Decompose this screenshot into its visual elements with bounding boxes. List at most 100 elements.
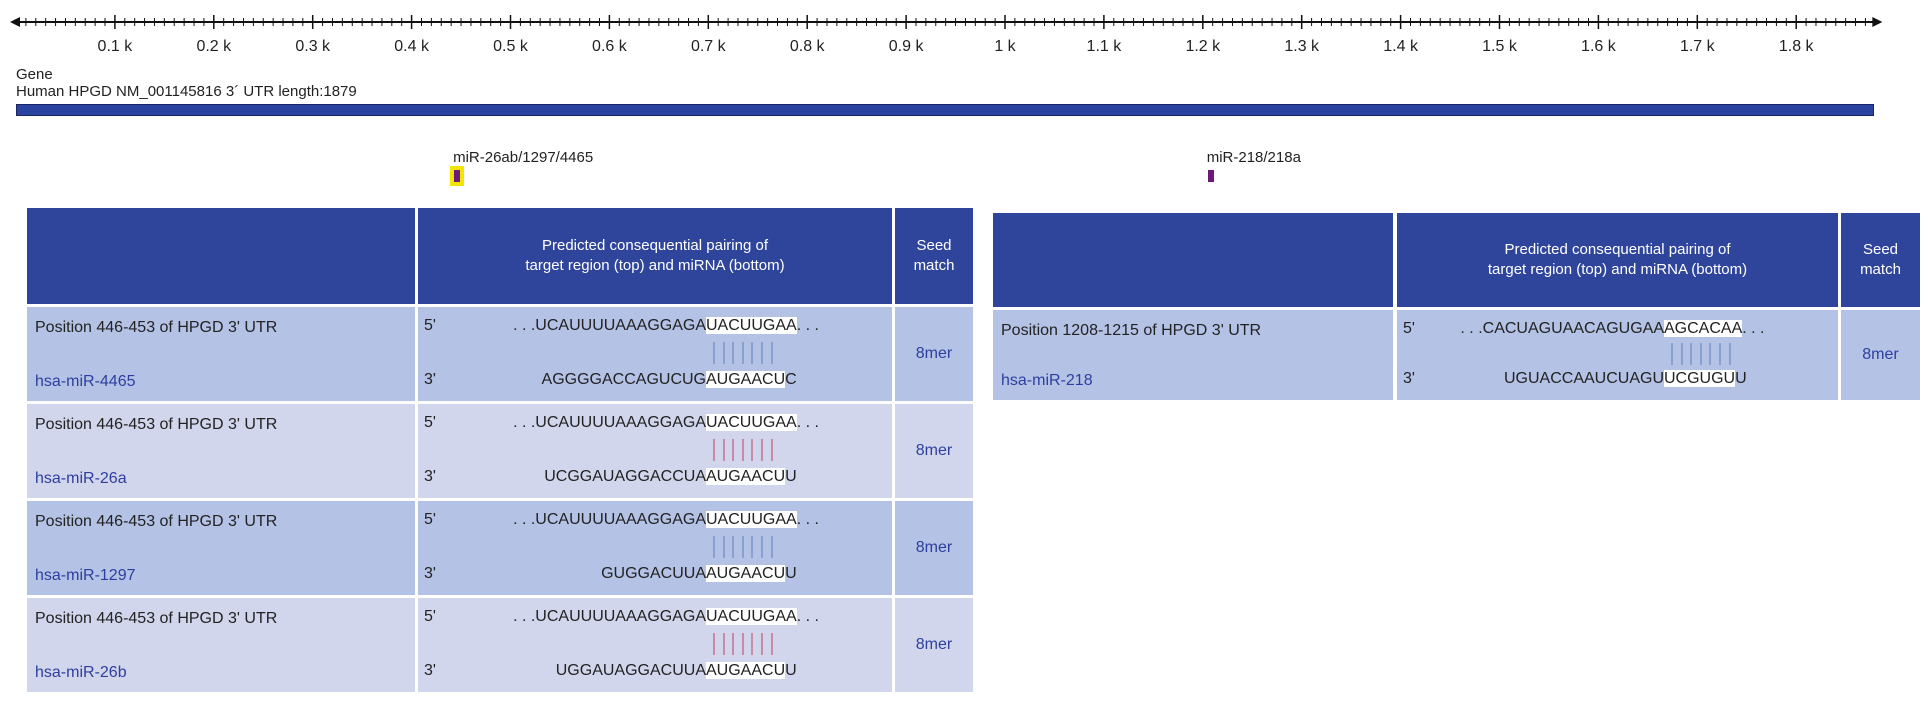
axis-tick-label: 0.8 k bbox=[789, 38, 825, 55]
sequence-suffix: . . . bbox=[796, 317, 819, 334]
target-sequence: . . .CACUAGUAACAGUGAA AGCACAA. . . bbox=[1460, 320, 1765, 338]
target-sequence: . . .UCAUUUUAAAGGAGA UACUUGAA. . . bbox=[513, 608, 819, 626]
table-row-info-cell: Position 446-453 of HPGD 3' UTR hsa-miR-4… bbox=[27, 307, 415, 401]
base-pair-line bbox=[1680, 343, 1683, 365]
pairing-cell: 5' 3' . . .UCAUUUUAAAGGAGA UACUUGAA. . . UGG… bbox=[418, 598, 892, 692]
table-row-info-cell: Position 446-453 of HPGD 3' UTR hsa-miR-2… bbox=[27, 598, 415, 692]
header-pairing-line: Predicted consequential pairing of bbox=[1504, 241, 1731, 258]
gene-title: Human HPGD NM_001145816 3´ UTR length:18… bbox=[16, 83, 357, 100]
header-pairing-line: target region (top) and miRNA (bottom) bbox=[1487, 261, 1748, 278]
base-pair-line bbox=[722, 342, 725, 364]
axis-tick-label: 0.6 k bbox=[592, 38, 627, 55]
base-pair-line bbox=[732, 633, 735, 655]
base-pairing-lines bbox=[1671, 343, 1738, 365]
axis-tick-label: 0.9 k bbox=[888, 38, 924, 55]
seed-region: UACUUGAA bbox=[706, 414, 797, 431]
five-prime-label: 5' bbox=[424, 414, 436, 431]
axis-tick-label: 1.3 k bbox=[1284, 38, 1320, 55]
mirna-name[interactable]: hsa-miR-4465 bbox=[35, 373, 136, 390]
base-pair-line bbox=[732, 439, 735, 461]
seed-match-value: 8mer bbox=[915, 442, 953, 459]
base-pair-line bbox=[760, 439, 763, 461]
five-prime-label: 5' bbox=[1403, 320, 1415, 337]
mirna-sequence: UGGAUAGGACUUA AUGAACUU bbox=[556, 662, 797, 680]
three-prime-label: 3' bbox=[424, 468, 436, 485]
sequence-suffix: C bbox=[785, 371, 797, 388]
header-mirna-cell bbox=[993, 213, 1393, 307]
mirna-name[interactable]: hsa-miR-1297 bbox=[35, 567, 136, 584]
base-pair-line bbox=[751, 633, 754, 655]
axis-tick-label: 1.5 k bbox=[1482, 38, 1517, 55]
sequence-suffix: U bbox=[785, 468, 797, 485]
target-sequence: . . .UCAUUUUAAAGGAGA UACUUGAA. . . bbox=[513, 511, 819, 529]
base-pair-line bbox=[770, 633, 773, 655]
base-pair-line bbox=[732, 342, 735, 364]
five-prime-label: 5' bbox=[424, 608, 436, 625]
table-row-info-cell: Position 446-453 of HPGD 3' UTR hsa-miR-1… bbox=[27, 501, 415, 595]
base-pair-line bbox=[713, 342, 715, 364]
seed-region: UACUUGAA bbox=[706, 511, 797, 528]
base-pair-line bbox=[1728, 343, 1731, 365]
sequence-prefix: . . .UCAUUUUAAAGGAGA bbox=[513, 414, 706, 431]
pairing-cell: 5' 3' . . .CACUAGUAACAGUGAA AGCACAA. . . UGU… bbox=[1397, 310, 1838, 400]
sequence-suffix: U bbox=[785, 565, 797, 582]
mirna-sequence: GUGGACUUA AUGAACUU bbox=[601, 565, 797, 583]
mirna-sequence: AGGGGACCAGUCUG AUGAACUC bbox=[542, 371, 797, 389]
base-pair-line bbox=[722, 536, 725, 558]
header-pairing-text: Predicted consequential pairing of target… bbox=[525, 236, 784, 276]
mirna-name[interactable]: hsa-miR-218 bbox=[1001, 372, 1093, 389]
base-pair-line bbox=[760, 342, 763, 364]
base-pair-line bbox=[760, 633, 763, 655]
base-pair-line bbox=[713, 633, 715, 655]
base-pair-line bbox=[741, 342, 744, 364]
seed-match-cell: 8mer bbox=[895, 307, 973, 401]
seed-region: UCGUGU bbox=[1664, 370, 1736, 387]
base-pair-line bbox=[722, 439, 725, 461]
three-prime-label: 3' bbox=[424, 565, 436, 582]
base-pair-line bbox=[760, 536, 763, 558]
gene-utr-bar bbox=[16, 104, 1875, 116]
axis-tick-label: 0.1 k bbox=[97, 38, 133, 55]
base-pair-line bbox=[1718, 343, 1721, 365]
five-prime-label: 5' bbox=[424, 511, 436, 528]
axis-tick-label: 1.2 k bbox=[1185, 38, 1221, 55]
base-pair-line bbox=[1699, 343, 1702, 365]
target-position: Position 446-453 of HPGD 3' UTR bbox=[35, 610, 278, 627]
seed-region: AGCACAA bbox=[1664, 320, 1743, 337]
sequence-prefix: . . .UCAUUUUAAAGGAGA bbox=[513, 511, 706, 528]
base-pairing-lines bbox=[713, 536, 780, 558]
header-pairing: Predicted consequential pairing of target… bbox=[418, 208, 892, 304]
axis-tick-label: 0.2 k bbox=[196, 38, 232, 55]
mirna-name[interactable]: hsa-miR-26a bbox=[35, 470, 127, 487]
axis-tick-label: 0.4 k bbox=[394, 38, 429, 55]
gene-section-label: Gene bbox=[16, 66, 53, 83]
header-seed-match: Seed match bbox=[895, 208, 973, 304]
table-row-info-cell: Position 446-453 of HPGD 3' UTR hsa-miR-2… bbox=[27, 404, 415, 498]
axis-right-arrow bbox=[1872, 17, 1883, 27]
sequence-prefix: GUGGACUUA bbox=[601, 565, 706, 582]
target-sequence: . . .UCAUUUUAAAGGAGA UACUUGAA. . . bbox=[513, 317, 819, 335]
seed-match-value: 8mer bbox=[915, 539, 953, 556]
table-row-info-cell: Position 1208-1215 of HPGD 3' UTR hsa-miR… bbox=[993, 310, 1393, 400]
sequence-prefix: UGUACCAAUCUAGU bbox=[1503, 370, 1664, 387]
base-pair-line bbox=[751, 536, 754, 558]
base-pair-line bbox=[751, 342, 754, 364]
axis-tick-label: 1.1 k bbox=[1086, 38, 1122, 55]
base-pair-line bbox=[770, 342, 773, 364]
sequence-suffix: . . . bbox=[1742, 320, 1765, 337]
header-pairing: Predicted consequential pairing of target… bbox=[1397, 213, 1838, 307]
seed-region: UACUUGAA bbox=[706, 608, 797, 625]
sequence-prefix: UCGGAUAGGACCUA bbox=[544, 468, 706, 485]
target-site-marker[interactable] bbox=[450, 166, 465, 186]
mirna-name[interactable]: hsa-miR-26b bbox=[35, 664, 127, 681]
sequence-prefix: AGGGGACCAGUCUG bbox=[541, 371, 706, 388]
mirna-sequence: UGUACCAAUCUAGU UCGUGUU bbox=[1504, 370, 1747, 388]
axis-tick-label: 1.7 k bbox=[1679, 38, 1715, 55]
seed-region: AUGAACU bbox=[706, 662, 786, 679]
pairing-cell: 5' 3' . . .UCAUUUUAAAGGAGA UACUUGAA. . . AGG… bbox=[418, 307, 892, 401]
target-site-marker[interactable] bbox=[1207, 170, 1214, 182]
mirna-sequence: UCGGAUAGGACCUA AUGAACUU bbox=[544, 468, 797, 486]
sequence-prefix: . . .CACUAGUAACAGUGAA bbox=[1460, 320, 1664, 337]
pairing-cell: 5' 3' . . .UCAUUUUAAAGGAGA UACUUGAA. . . UCG… bbox=[418, 404, 892, 498]
target-site-label: miR-26ab/1297/4465 bbox=[453, 149, 594, 166]
